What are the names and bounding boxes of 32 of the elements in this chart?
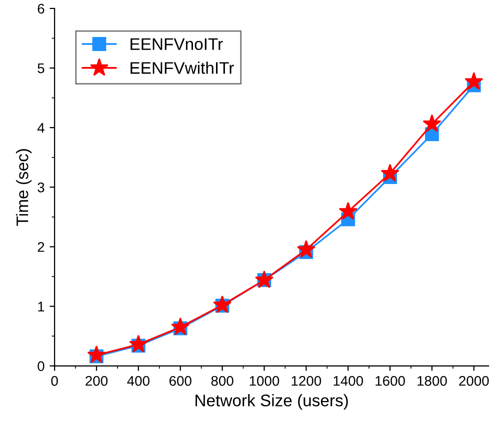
point: [296, 240, 316, 258]
y-tick-label: 0: [38, 361, 44, 372]
point: [464, 72, 484, 90]
point: [254, 270, 274, 288]
y-tick-label: 3: [38, 182, 44, 192]
x-tick-label: 1200: [292, 376, 322, 386]
point: [171, 317, 190, 336]
y-tick-label: 6: [38, 4, 44, 14]
x-axis-title: Network Size (users): [196, 394, 348, 410]
x-tick-label: 200: [86, 376, 108, 386]
x-tick-label: 600: [169, 376, 192, 386]
y-tick-label: 2: [38, 242, 44, 252]
point: [213, 295, 232, 314]
y-tick-label: 4: [37, 123, 44, 133]
x-tick-label: 1600: [376, 376, 405, 386]
legend-label: EENFVwithITr: [130, 62, 234, 74]
point: [338, 202, 358, 220]
y-axis-title: Time (sec): [16, 149, 32, 226]
x-tick-label: 1400: [334, 376, 363, 386]
y-tick-label: 5: [38, 64, 44, 74]
x-tick-label: 400: [127, 376, 150, 386]
x-tick-label: 1000: [250, 376, 280, 386]
x-tick-label: 0: [51, 376, 58, 386]
point: [129, 334, 148, 352]
x-tick-label: 1800: [418, 376, 447, 386]
point: [422, 114, 442, 132]
legend-label: EENFVnoITr: [130, 38, 223, 50]
x-tick-label: 2000: [459, 376, 489, 386]
point: [87, 345, 106, 364]
y-tick-label: 1: [38, 302, 44, 312]
point: [380, 164, 400, 182]
x-tick-label: 800: [211, 376, 234, 386]
